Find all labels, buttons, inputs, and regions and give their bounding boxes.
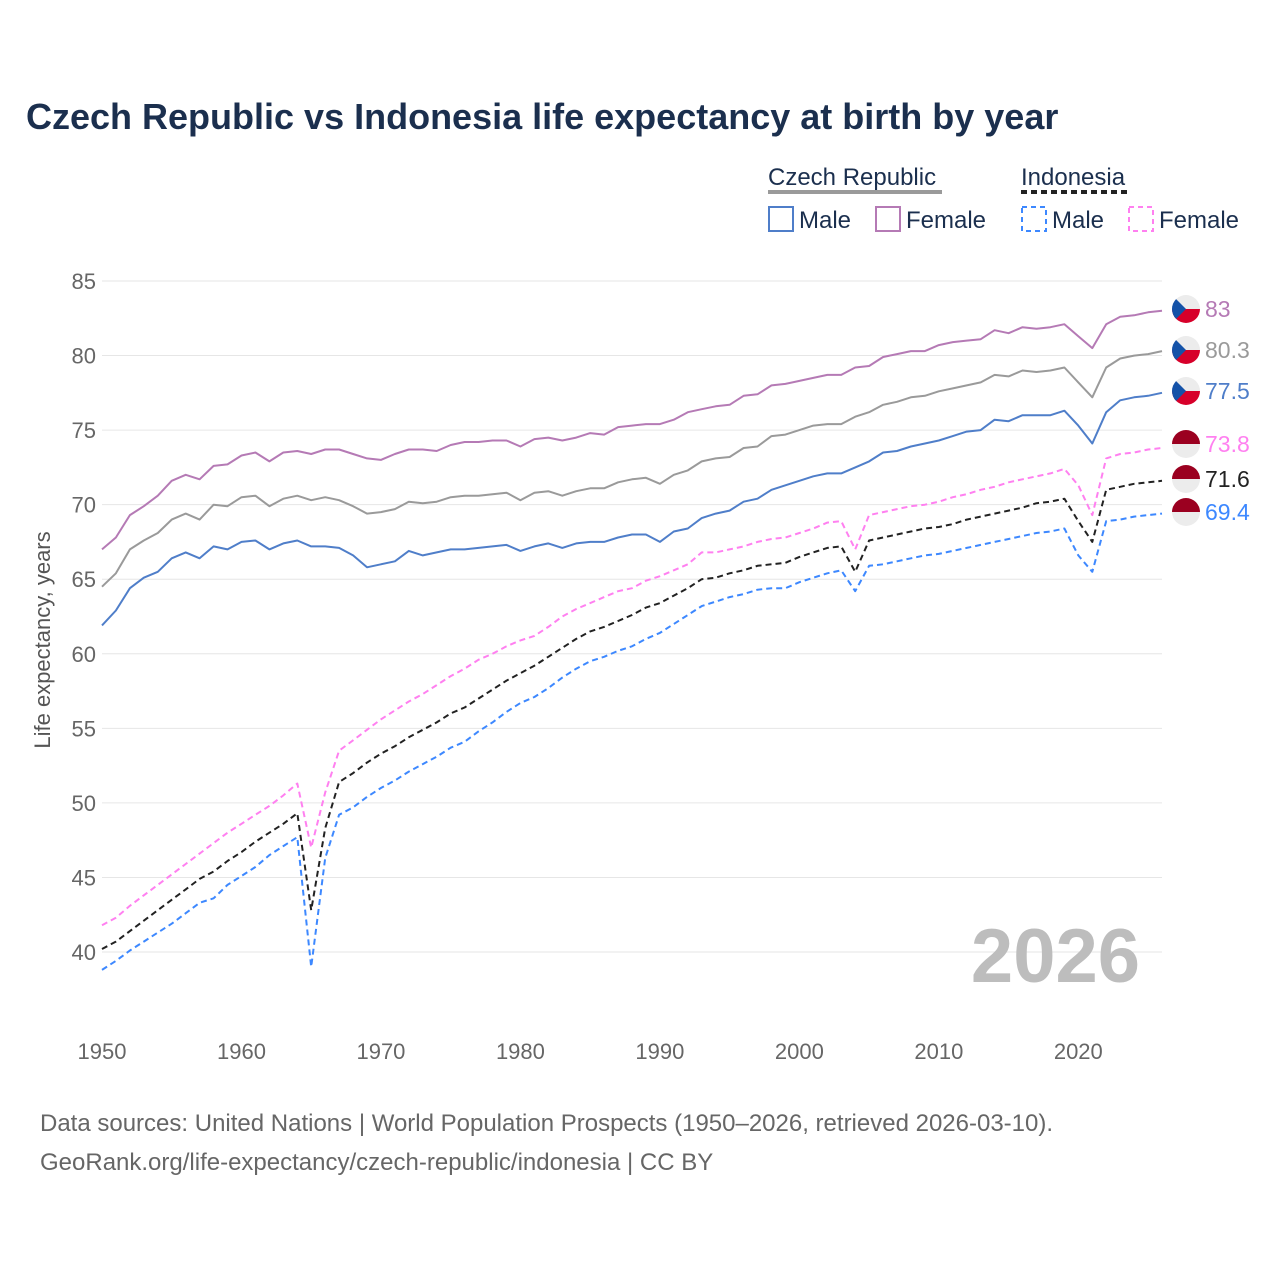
y-axis-ticks: 40 45 50 55 60 65 70 75 80 85: [72, 269, 96, 965]
legend-indonesia-male-label[interactable]: Male: [1052, 207, 1104, 234]
y-tick-label: 45: [72, 865, 96, 890]
footer-sources: Data sources: United Nations | World Pop…: [40, 1110, 1053, 1137]
x-axis-ticks: 1950 1960 1970 1980 1990 2000 2010 2020: [78, 1039, 1103, 1064]
x-tick-label: 2000: [775, 1039, 824, 1064]
series-lines: [101, 309, 1163, 971]
legend-czech-female-label[interactable]: Female: [906, 207, 986, 234]
end-value-label: 83: [1205, 296, 1231, 322]
series-line-indonesia-male: [101, 512, 1163, 971]
end-label-czech-republic-male: 77.5: [1172, 377, 1250, 405]
grid: [102, 280, 1162, 953]
x-tick-label: 1960: [217, 1039, 266, 1064]
y-tick-label: 50: [72, 791, 96, 816]
end-value-label: 77.5: [1205, 378, 1250, 404]
y-tick-label: 85: [72, 269, 96, 294]
end-value-label: 73.8: [1205, 431, 1250, 457]
legend-czech-female-swatch: [875, 206, 901, 232]
end-value-label: 80.3: [1205, 337, 1250, 363]
y-tick-label: 65: [72, 567, 96, 592]
legend-group-czech-republic: Czech Republic: [768, 164, 936, 191]
chart-title: Czech Republic vs Indonesia life expecta…: [26, 96, 1058, 137]
footer-link[interactable]: GeoRank.org/life-expectancy/czech-republ…: [40, 1149, 713, 1176]
end-label-indonesia: 71.6: [1172, 465, 1250, 493]
legend-indonesia-female-label[interactable]: Female: [1159, 207, 1239, 234]
series-line-indonesia: [101, 479, 1163, 950]
end-label-czech-republic: 80.3: [1172, 336, 1250, 364]
end-labels: 83 80.3 77.5 73.8 71.6 69.4: [1172, 295, 1250, 526]
series-line-indonesia-female: [101, 447, 1163, 927]
end-label-czech-republic-female: 83: [1172, 295, 1231, 323]
indonesia-flag-icon: [1172, 498, 1200, 526]
x-tick-label: 1980: [496, 1039, 545, 1064]
y-tick-label: 80: [72, 344, 96, 369]
series-line-czech-republic-male: [101, 391, 1163, 627]
y-tick-label: 60: [72, 642, 96, 667]
y-tick-label: 55: [72, 716, 96, 741]
indonesia-flag-icon: [1172, 430, 1200, 458]
legend: Czech Republic Male Female Indonesia Mal…: [768, 164, 1239, 234]
series-line-czech-republic: [101, 350, 1163, 588]
czech-flag-icon: [1172, 295, 1200, 323]
year-watermark: 2026: [971, 914, 1140, 999]
end-label-indonesia-male: 69.4: [1172, 498, 1250, 526]
y-tick-label: 40: [72, 940, 96, 965]
x-tick-label: 2010: [914, 1039, 963, 1064]
czech-flag-icon: [1172, 336, 1200, 364]
y-tick-label: 75: [72, 418, 96, 443]
end-value-label: 71.6: [1205, 466, 1250, 492]
legend-czech-male-swatch: [768, 206, 794, 232]
indonesia-flag-icon: [1172, 465, 1200, 493]
legend-indonesia-male-swatch: [1021, 206, 1047, 232]
x-tick-label: 1990: [635, 1039, 684, 1064]
x-tick-label: 1970: [356, 1039, 405, 1064]
end-label-indonesia-female: 73.8: [1172, 430, 1250, 458]
legend-group-indonesia: Indonesia: [1021, 164, 1126, 191]
y-axis-label: Life expectancy, years: [30, 531, 55, 748]
x-tick-label: 1950: [78, 1039, 127, 1064]
series-line-czech-republic-female: [101, 309, 1163, 551]
legend-indonesia-female-swatch: [1128, 206, 1154, 232]
y-tick-label: 70: [72, 493, 96, 518]
czech-flag-icon: [1172, 377, 1200, 405]
x-tick-label: 2020: [1054, 1039, 1103, 1064]
end-value-label: 69.4: [1205, 499, 1250, 525]
legend-czech-male-label[interactable]: Male: [799, 207, 851, 234]
